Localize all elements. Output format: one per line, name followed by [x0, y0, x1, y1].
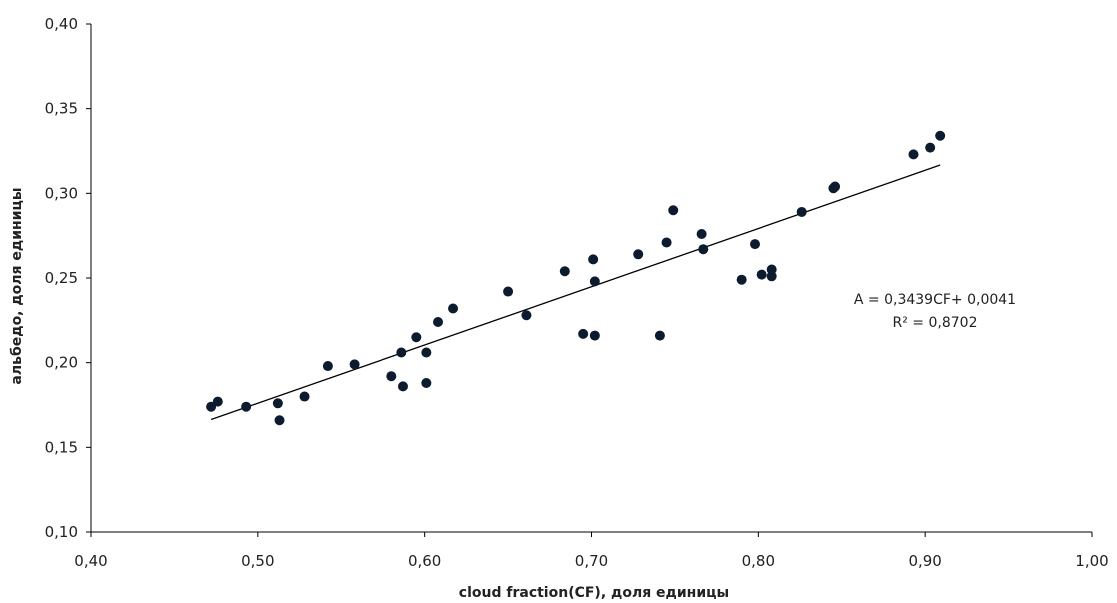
data-point: [448, 303, 459, 314]
data-point: [756, 269, 767, 280]
data-point: [421, 347, 432, 358]
data-point: [749, 239, 760, 250]
data-point: [559, 266, 570, 277]
r-squared-annotation: R² = 0,8702: [893, 315, 978, 331]
data-point: [935, 130, 946, 141]
data-point: [661, 237, 672, 248]
data-point: [274, 415, 285, 426]
data-points: [206, 130, 946, 426]
x-tick-label: 0,90: [908, 552, 941, 570]
y-tick-label: 0,40: [45, 15, 78, 33]
y-tick-label: 0,20: [45, 354, 78, 372]
data-point: [766, 271, 777, 282]
data-point: [588, 254, 599, 265]
data-point: [386, 371, 397, 382]
y-tick-label: 0,35: [45, 100, 78, 118]
x-tick-label: 0,80: [742, 552, 775, 570]
x-axis-title: cloud fraction(CF), доля единицы: [459, 585, 729, 601]
data-point: [421, 377, 432, 388]
data-point: [668, 205, 679, 216]
data-point: [736, 274, 747, 285]
data-point: [433, 317, 444, 328]
data-point: [272, 398, 283, 409]
data-point: [521, 310, 532, 321]
data-point: [633, 249, 644, 260]
y-tick-labels: 0,40 0,35 0,30 0,25 0,20 0,15 0,10: [45, 15, 91, 541]
data-point: [299, 391, 310, 402]
x-tick-label: 0,70: [575, 552, 608, 570]
x-tick-label: 0,50: [241, 552, 274, 570]
data-point: [397, 381, 408, 392]
data-point: [830, 181, 841, 192]
data-point: [908, 149, 919, 160]
data-point: [654, 330, 665, 341]
data-point: [241, 401, 252, 412]
y-tick-label: 0,15: [45, 438, 78, 456]
x-tick-label: 1,00: [1075, 552, 1108, 570]
equation-annotation: A = 0,3439CF+ 0,0041: [854, 292, 1016, 308]
data-point: [925, 142, 936, 153]
data-point: [503, 286, 514, 297]
data-point: [212, 396, 223, 407]
data-point: [796, 206, 807, 217]
data-point: [589, 330, 600, 341]
data-point: [698, 244, 709, 255]
x-tick-label: 0,40: [74, 552, 107, 570]
data-point: [349, 359, 360, 370]
y-tick-label: 0,10: [45, 523, 78, 541]
data-point: [578, 328, 589, 339]
y-tick-label: 0,30: [45, 184, 78, 202]
data-point: [322, 361, 333, 372]
x-tick-labels: 0,40 0,50 0,60 0,70 0,80 0,90 1,00: [74, 532, 1109, 570]
trendline: [210, 164, 941, 421]
y-tick-label: 0,25: [45, 269, 78, 287]
x-tick-label: 0,60: [408, 552, 441, 570]
data-point: [411, 332, 422, 343]
data-point: [589, 276, 600, 287]
y-axis-title: альбедо, доля единицы: [9, 187, 25, 384]
data-point: [696, 228, 707, 239]
data-point: [396, 347, 407, 358]
